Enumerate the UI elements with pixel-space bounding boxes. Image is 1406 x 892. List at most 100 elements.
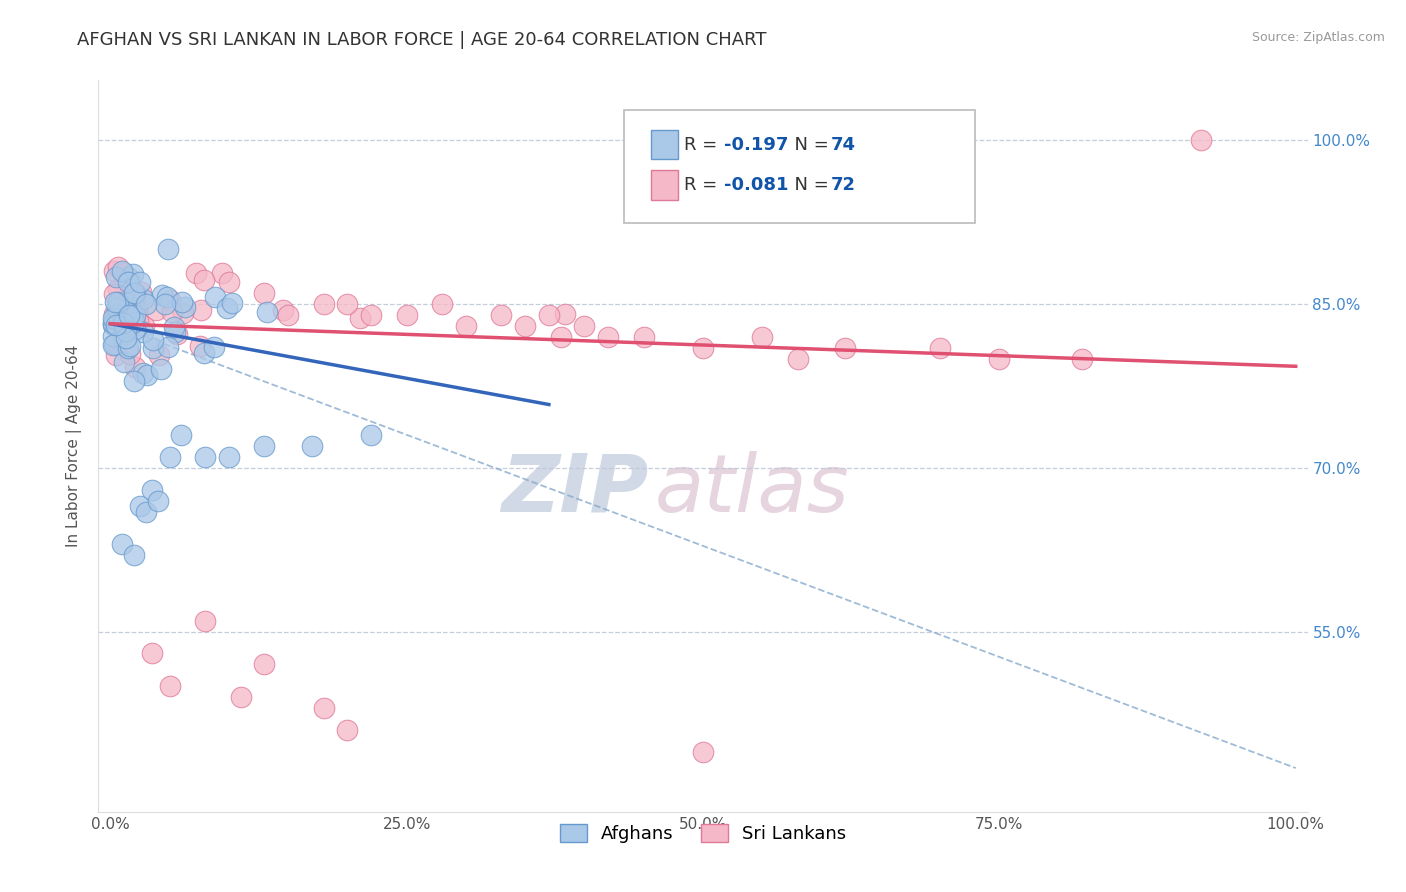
Point xyxy=(104,336,127,351)
Point xyxy=(141,483,163,497)
Point xyxy=(145,303,167,318)
Point xyxy=(834,341,856,355)
Point xyxy=(157,242,180,256)
Point xyxy=(114,324,136,338)
Text: AFGHAN VS SRI LANKAN IN LABOR FORCE | AGE 20-64 CORRELATION CHART: AFGHAN VS SRI LANKAN IN LABOR FORCE | AG… xyxy=(77,31,766,49)
Point xyxy=(554,307,576,321)
Point xyxy=(103,287,125,301)
Point xyxy=(221,295,243,310)
Point xyxy=(194,614,217,628)
Point xyxy=(218,450,240,464)
Point xyxy=(103,308,125,322)
Point xyxy=(127,313,149,327)
Text: Source: ZipAtlas.com: Source: ZipAtlas.com xyxy=(1251,31,1385,45)
Point xyxy=(103,264,125,278)
Point xyxy=(1189,133,1212,147)
Point xyxy=(988,351,1011,366)
Point xyxy=(121,317,143,331)
Point xyxy=(125,302,148,317)
Point xyxy=(114,331,136,345)
Point xyxy=(124,322,146,336)
Point xyxy=(122,267,145,281)
Point xyxy=(190,302,212,317)
Point xyxy=(107,260,129,274)
Point xyxy=(786,351,808,366)
Point xyxy=(692,341,714,355)
Point xyxy=(122,374,145,388)
Point xyxy=(574,318,596,333)
Point xyxy=(107,294,129,309)
Text: ZIP: ZIP xyxy=(501,450,648,529)
Point xyxy=(218,275,240,289)
Point xyxy=(125,301,148,315)
Point xyxy=(150,362,173,376)
Point xyxy=(111,537,134,551)
Point xyxy=(163,320,186,334)
Point xyxy=(141,647,163,661)
Point xyxy=(120,339,142,353)
Point xyxy=(107,282,129,296)
Point xyxy=(148,348,170,362)
Point xyxy=(515,318,537,333)
Point xyxy=(146,493,169,508)
Point xyxy=(166,326,188,341)
Text: atlas: atlas xyxy=(655,450,849,529)
Point xyxy=(159,450,181,464)
Point xyxy=(131,325,153,339)
Point xyxy=(132,318,155,333)
Point xyxy=(215,301,238,316)
Point xyxy=(132,292,155,306)
Point xyxy=(349,310,371,325)
Y-axis label: In Labor Force | Age 20-64: In Labor Force | Age 20-64 xyxy=(66,345,83,547)
Point xyxy=(105,269,128,284)
Text: N =: N = xyxy=(783,136,834,153)
Point xyxy=(114,317,136,331)
Point xyxy=(159,679,181,693)
Point xyxy=(360,308,382,322)
Point xyxy=(121,304,143,318)
Point xyxy=(101,310,124,325)
Point xyxy=(156,340,179,354)
Point xyxy=(186,267,208,281)
Point xyxy=(112,266,135,280)
Point xyxy=(132,366,155,380)
Point xyxy=(550,330,572,344)
Point xyxy=(120,347,142,361)
Point xyxy=(193,273,215,287)
Point xyxy=(491,308,513,322)
Point xyxy=(117,275,139,289)
Point xyxy=(101,316,124,330)
Point xyxy=(107,314,129,328)
Point xyxy=(271,303,294,318)
Point xyxy=(229,690,252,704)
Point xyxy=(156,290,179,304)
Point xyxy=(124,285,146,300)
Point xyxy=(111,318,134,332)
Point xyxy=(115,296,138,310)
Point xyxy=(301,439,323,453)
Point xyxy=(172,294,194,309)
Point xyxy=(142,333,165,347)
Text: 74: 74 xyxy=(831,136,856,153)
Point xyxy=(170,428,193,442)
Text: -0.197: -0.197 xyxy=(724,136,787,153)
Point xyxy=(256,305,278,319)
Point xyxy=(204,290,226,304)
Point xyxy=(929,341,952,355)
Point xyxy=(537,308,560,322)
Point xyxy=(122,315,145,329)
Point xyxy=(122,548,145,562)
Point xyxy=(129,275,152,289)
Point xyxy=(117,341,139,355)
Point xyxy=(101,318,124,332)
Point xyxy=(692,745,714,759)
Point xyxy=(111,317,134,331)
Point xyxy=(105,348,128,362)
Point xyxy=(135,297,157,311)
Text: N =: N = xyxy=(783,176,834,194)
Point xyxy=(193,345,215,359)
Point xyxy=(150,288,173,302)
Point xyxy=(118,308,141,322)
Point xyxy=(194,450,217,464)
Point xyxy=(277,308,299,322)
